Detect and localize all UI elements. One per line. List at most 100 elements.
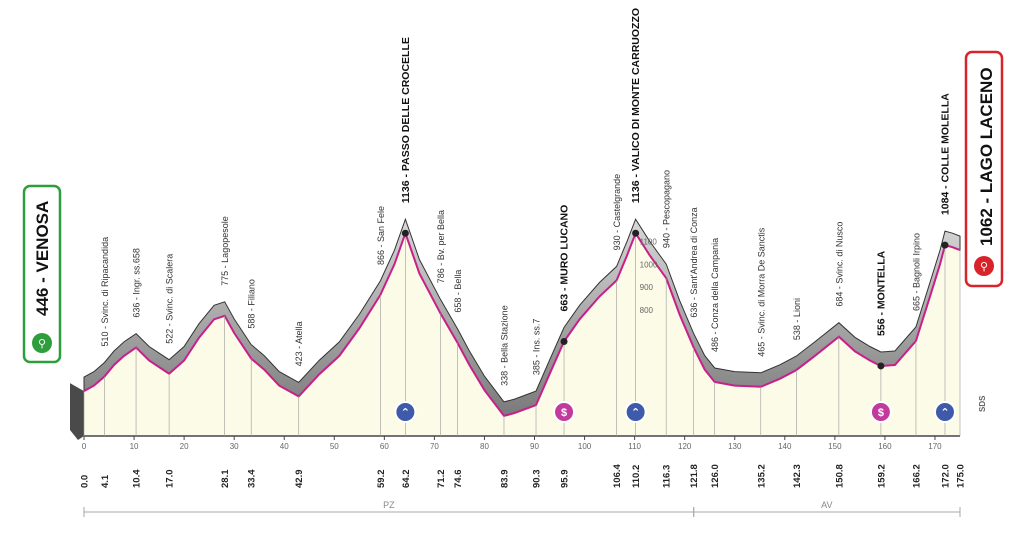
region-bar: PZ AV [83,500,961,517]
waypoint-km: 71.2 [436,470,447,489]
waypoint-label: 775 - Lagopesole [220,216,230,286]
waypoint-label: 486 - Conza della Campania [710,238,720,352]
distance-tick-label: 70 [430,442,439,451]
waypoint-km: 106.4 [612,464,623,488]
distance-axis: 1100 1000 900 800 0 10 20 30 40 50 60 70 80 90 100 110 1… [82,237,942,451]
elevation-tick-label: 1000 [640,260,658,269]
waypoint-km: 33.4 [247,469,258,488]
waypoint-km: 4.1 [100,474,111,488]
svg-text:$: $ [878,407,884,419]
svg-text:⚲: ⚲ [980,261,988,273]
svg-text:$: $ [561,407,567,419]
waypoint-km: 83.9 [499,470,510,489]
distance-tick-label: 150 [828,442,842,451]
waypoint-dot [632,229,640,237]
waypoint-label: 385 - Ins. ss.7 [532,319,542,376]
climb-badge-icon [624,401,647,423]
waypoint-km: 135.2 [756,464,767,488]
waypoint-km: 150.8 [834,464,845,488]
waypoint-label: 866 - San Fele [376,206,386,265]
distance-tick-label: 100 [578,442,592,451]
finish-marker: 1062 - LAGO LACENO ⚲ [964,50,1004,288]
waypoint-label: 665 - Bagnoli Irpino [911,233,921,311]
distance-tick-label: 160 [878,442,892,451]
waypoint-km: 74.6 [453,470,464,489]
sprint-badge-icon [869,401,892,423]
waypoint-km: 59.2 [376,470,387,489]
waypoint-km: 116.3 [662,465,673,488]
profile-start-wall [70,383,84,440]
elevation-tick-label: 900 [640,283,654,292]
waypoint-km: 126.0 [710,464,721,488]
waypoint-label: 538 - Lioni [792,298,802,340]
waypoint-km: 110.2 [631,465,642,488]
climb-badge-icon [933,401,956,423]
waypoint-label: 522 - Svinc. di Scalera [165,254,175,344]
distance-tick-label: 0 [82,442,87,451]
waypoint-km: 166.2 [911,464,922,488]
climb-badge-icon [394,401,417,423]
svg-text:⌃: ⌃ [401,407,410,419]
waypoint-km: 121.8 [689,464,700,488]
region-label: PZ [383,500,395,510]
waypoint-label: 510 - Svinc. di Ripacandida [100,237,110,347]
distance-tick-label: 10 [130,442,139,451]
start-label: 446 - VENOSA [33,201,52,316]
waypoint-label: 465 - Svinc. di Morra De Sanctis [756,227,766,357]
profile-layer [70,217,961,440]
waypoint-km: 172.0 [940,464,951,488]
waypoint-label: 588 - Filiano [247,279,257,329]
distance-tick-label: 40 [280,442,289,451]
waypoint-dot [941,241,949,249]
waypoint-major-label: 1084 - COLLE MOLELLA [939,93,951,215]
waypoint-dot [560,337,568,345]
distance-tick-label: 170 [928,442,942,451]
distance-tick-label: 30 [230,442,239,451]
waypoint-km: 42.9 [294,470,305,489]
waypoint-dot [401,229,409,237]
waypoint-km: 28.1 [220,469,231,488]
waypoint-major-label: 1136 - PASSO DELLE CROCELLE [400,37,412,203]
waypoint-label: 786 - Bv. per Bella [436,210,446,283]
sprint-badge-icon [553,401,576,423]
bike-icon [974,256,994,276]
start-marker: 446 - VENOSA ⚲ [22,184,62,364]
waypoint-km: 175.0 [956,464,967,488]
brand-logo: SDS [978,395,987,412]
distance-tick-label: 50 [330,442,339,451]
elevation-tick-label: 1100 [640,237,658,246]
waypoint-km: 90.3 [532,470,543,489]
finish-label: 1062 - LAGO LACENO [977,67,996,246]
svg-text:⌃: ⌃ [631,407,640,419]
waypoint-label: 940 - Pescopagano [662,170,672,248]
waypoint-major-label: 663 - MURO LUCANO [559,205,571,312]
waypoint-label: 684 - Svinc. di Nusco [834,222,844,307]
distance-tick-label: 80 [480,442,489,451]
waypoint-km: 10.4 [132,469,143,488]
svg-text:⌃: ⌃ [940,407,949,419]
waypoint-major-label: 1136 - VALICO DI MONTE CARRUOZZO [630,8,642,203]
svg-text:⚲: ⚲ [38,338,46,350]
waypoint-labels: 0.0 4.1 510 - Svinc. di Ripacandida 10.4 636… [80,8,967,488]
waypoint-km: 142.3 [792,464,803,488]
waypoint-label: 636 - Ingr. ss.658 [132,248,142,318]
waypoint-dot [877,362,885,370]
region-label: AV [821,500,832,510]
waypoint-label: 338 - Bella Stazione [499,305,509,386]
finish-badge [964,50,1004,288]
waypoint-label: 658 - Bella [453,270,463,313]
waypoint-major-label: 556 - MONTELLA [875,250,887,336]
distance-tick-label: 110 [628,442,641,451]
distance-tick-label: 130 [728,442,742,451]
elevation-line [83,230,961,418]
waypoint-label: 423 - Atella [294,321,304,366]
waypoint-label: 636 - Sant'Andrea di Conza [689,207,699,317]
distance-tick-label: 20 [180,442,189,451]
elevation-tick-label: 800 [640,306,654,315]
distance-tick-label: 90 [530,442,539,451]
waypoint-label: 930 - Castelgrande [612,174,622,251]
bike-icon [32,333,52,353]
start-badge [22,184,62,364]
